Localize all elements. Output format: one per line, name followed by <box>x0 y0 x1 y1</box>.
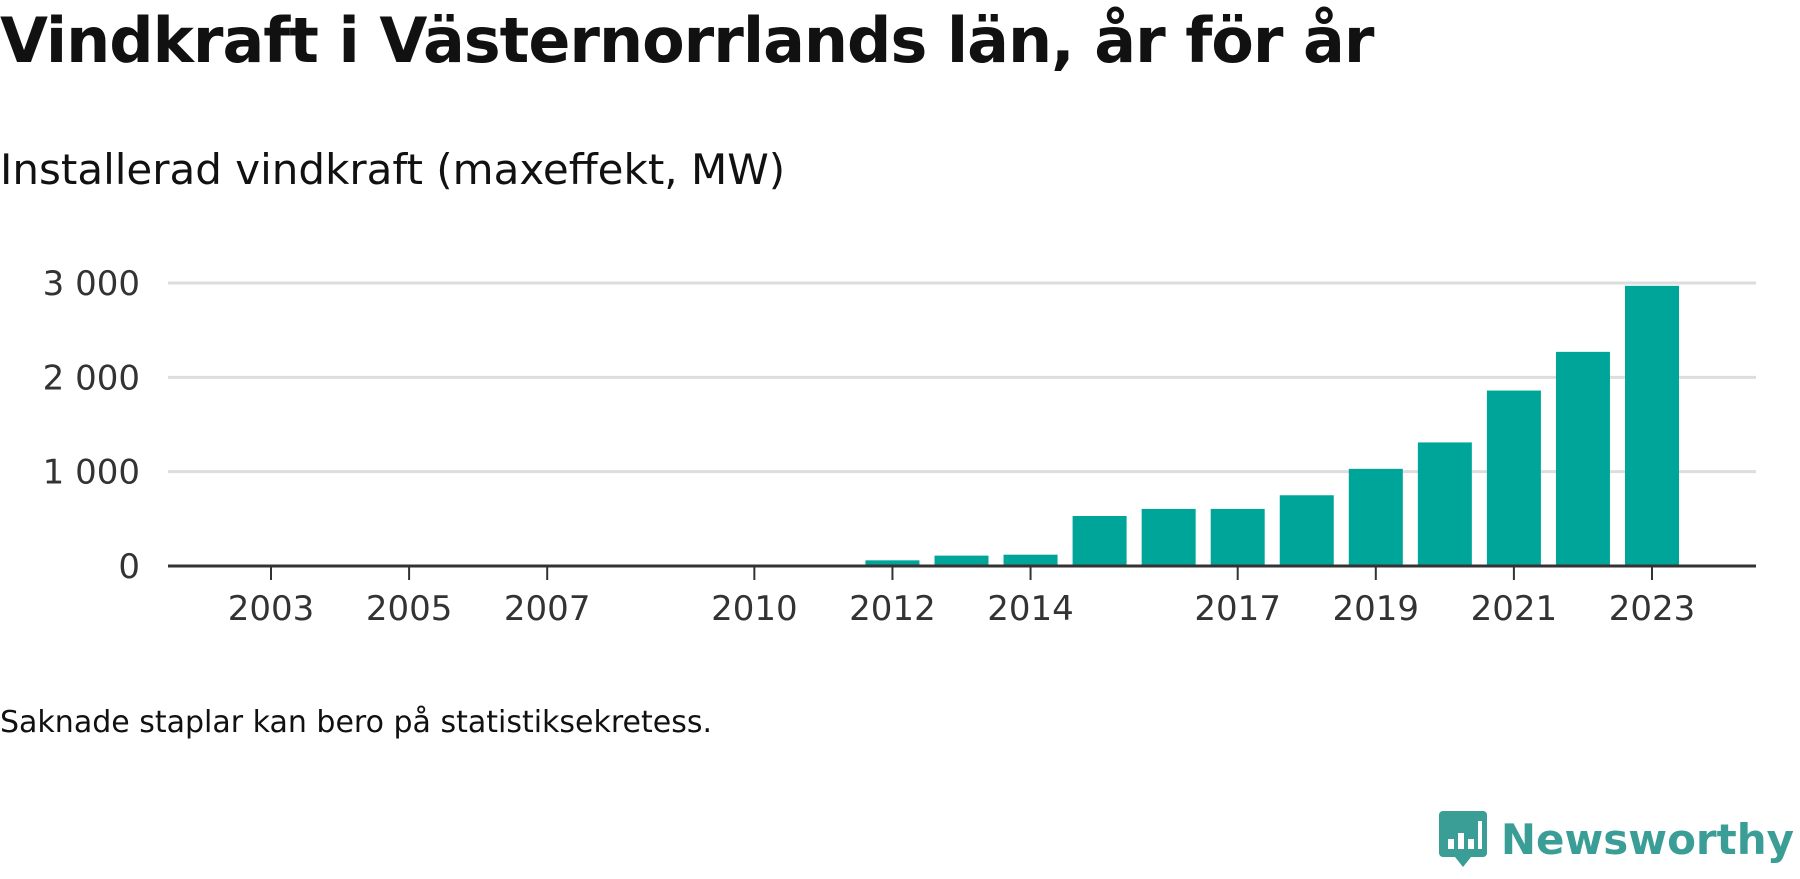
x-tick-label: 2012 <box>849 589 936 629</box>
bar-2019 <box>1348 468 1403 566</box>
bar-2012 <box>865 560 920 566</box>
bar-2015 <box>1072 516 1127 566</box>
chart-title: Vindkraft i Västernorrlands län, år för … <box>0 4 1374 77</box>
x-tick-labels: 2003 2005 2007 2010 2012 2014 2017 2019 2021 2023 <box>228 589 1696 629</box>
bar-2014 <box>1003 554 1058 566</box>
x-tick-label: 2017 <box>1194 589 1281 629</box>
x-tick-label: 2003 <box>228 589 315 629</box>
footnote: Saknade staplar kan bero på statistiksek… <box>0 705 713 740</box>
y-tick-label: 0 <box>118 547 140 587</box>
bar-2013 <box>934 555 989 566</box>
x-tick-label: 2010 <box>711 589 798 629</box>
bar-2022 <box>1555 351 1610 566</box>
bar-2021 <box>1486 390 1541 566</box>
chart-subtitle: Installerad vindkraft (maxeffekt, MW) <box>0 145 786 194</box>
y-tick-label: 2 000 <box>43 358 140 398</box>
brand-logo: Newsworthy <box>1437 807 1794 871</box>
x-tick-label: 2023 <box>1609 589 1696 629</box>
y-tick-label: 1 000 <box>43 453 140 493</box>
bars <box>865 285 1679 566</box>
x-tick-label: 2021 <box>1471 589 1558 629</box>
bar-2017 <box>1210 508 1265 566</box>
bar-2020 <box>1417 442 1472 566</box>
x-tick-label: 2014 <box>987 589 1074 629</box>
newsworthy-logo-icon <box>1438 811 1487 867</box>
x-axis <box>168 564 1756 580</box>
bar-2023 <box>1625 285 1679 566</box>
x-tick-label: 2019 <box>1333 589 1420 629</box>
bar-chart: 0 1 000 2 000 3 000 2003 2005 2007 2010 2012 201… <box>43 264 1756 629</box>
x-tick-label: 2007 <box>504 589 591 629</box>
brand-name: Newsworthy <box>1500 814 1794 864</box>
y-tick-label: 3 000 <box>43 264 140 304</box>
x-tick-label: 2005 <box>366 589 453 629</box>
bar-2016 <box>1141 508 1196 566</box>
y-tick-labels: 0 1 000 2 000 3 000 <box>43 264 140 587</box>
bar-2018 <box>1279 495 1334 566</box>
